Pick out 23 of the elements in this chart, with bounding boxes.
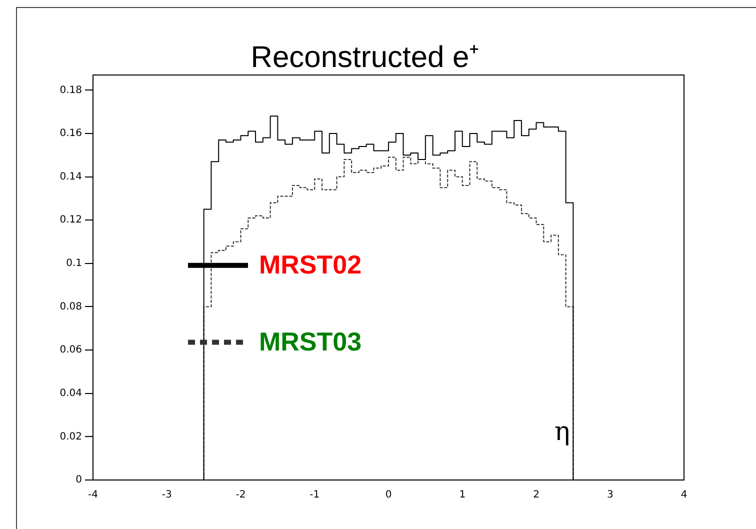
x-tick-label: 4 <box>680 490 688 501</box>
x-tick-label: 3 <box>606 490 614 501</box>
y-tick-label: 0.1 <box>66 258 82 270</box>
y-tick-label: 0.18 <box>60 84 82 96</box>
legend-label: MRST02 <box>259 250 362 280</box>
chart-title: Reconstructed e⁺ <box>250 41 480 74</box>
y-tick-label: 0.06 <box>60 344 82 356</box>
y-tick-label: 0.04 <box>60 388 82 399</box>
y-tick-label: 0.08 <box>60 301 82 312</box>
legend-label: MRST03 <box>259 326 362 356</box>
x-axis-title: η <box>554 417 570 447</box>
y-tick-label: 0.14 <box>60 171 82 182</box>
x-tick-label: -2 <box>236 490 246 501</box>
x-tick-label: -4 <box>88 490 98 501</box>
y-tick-label: 0.16 <box>60 128 82 140</box>
x-tick-label: 1 <box>459 490 466 501</box>
x-tick-label: 2 <box>533 490 540 501</box>
x-tick-label: -3 <box>162 490 172 501</box>
x-tick-label: 0 <box>385 490 392 501</box>
x-tick-label: -1 <box>310 490 320 501</box>
y-tick-label: 0.02 <box>60 431 82 442</box>
y-tick-label: 0 <box>76 474 82 486</box>
y-tick-label: 0.12 <box>60 214 82 226</box>
